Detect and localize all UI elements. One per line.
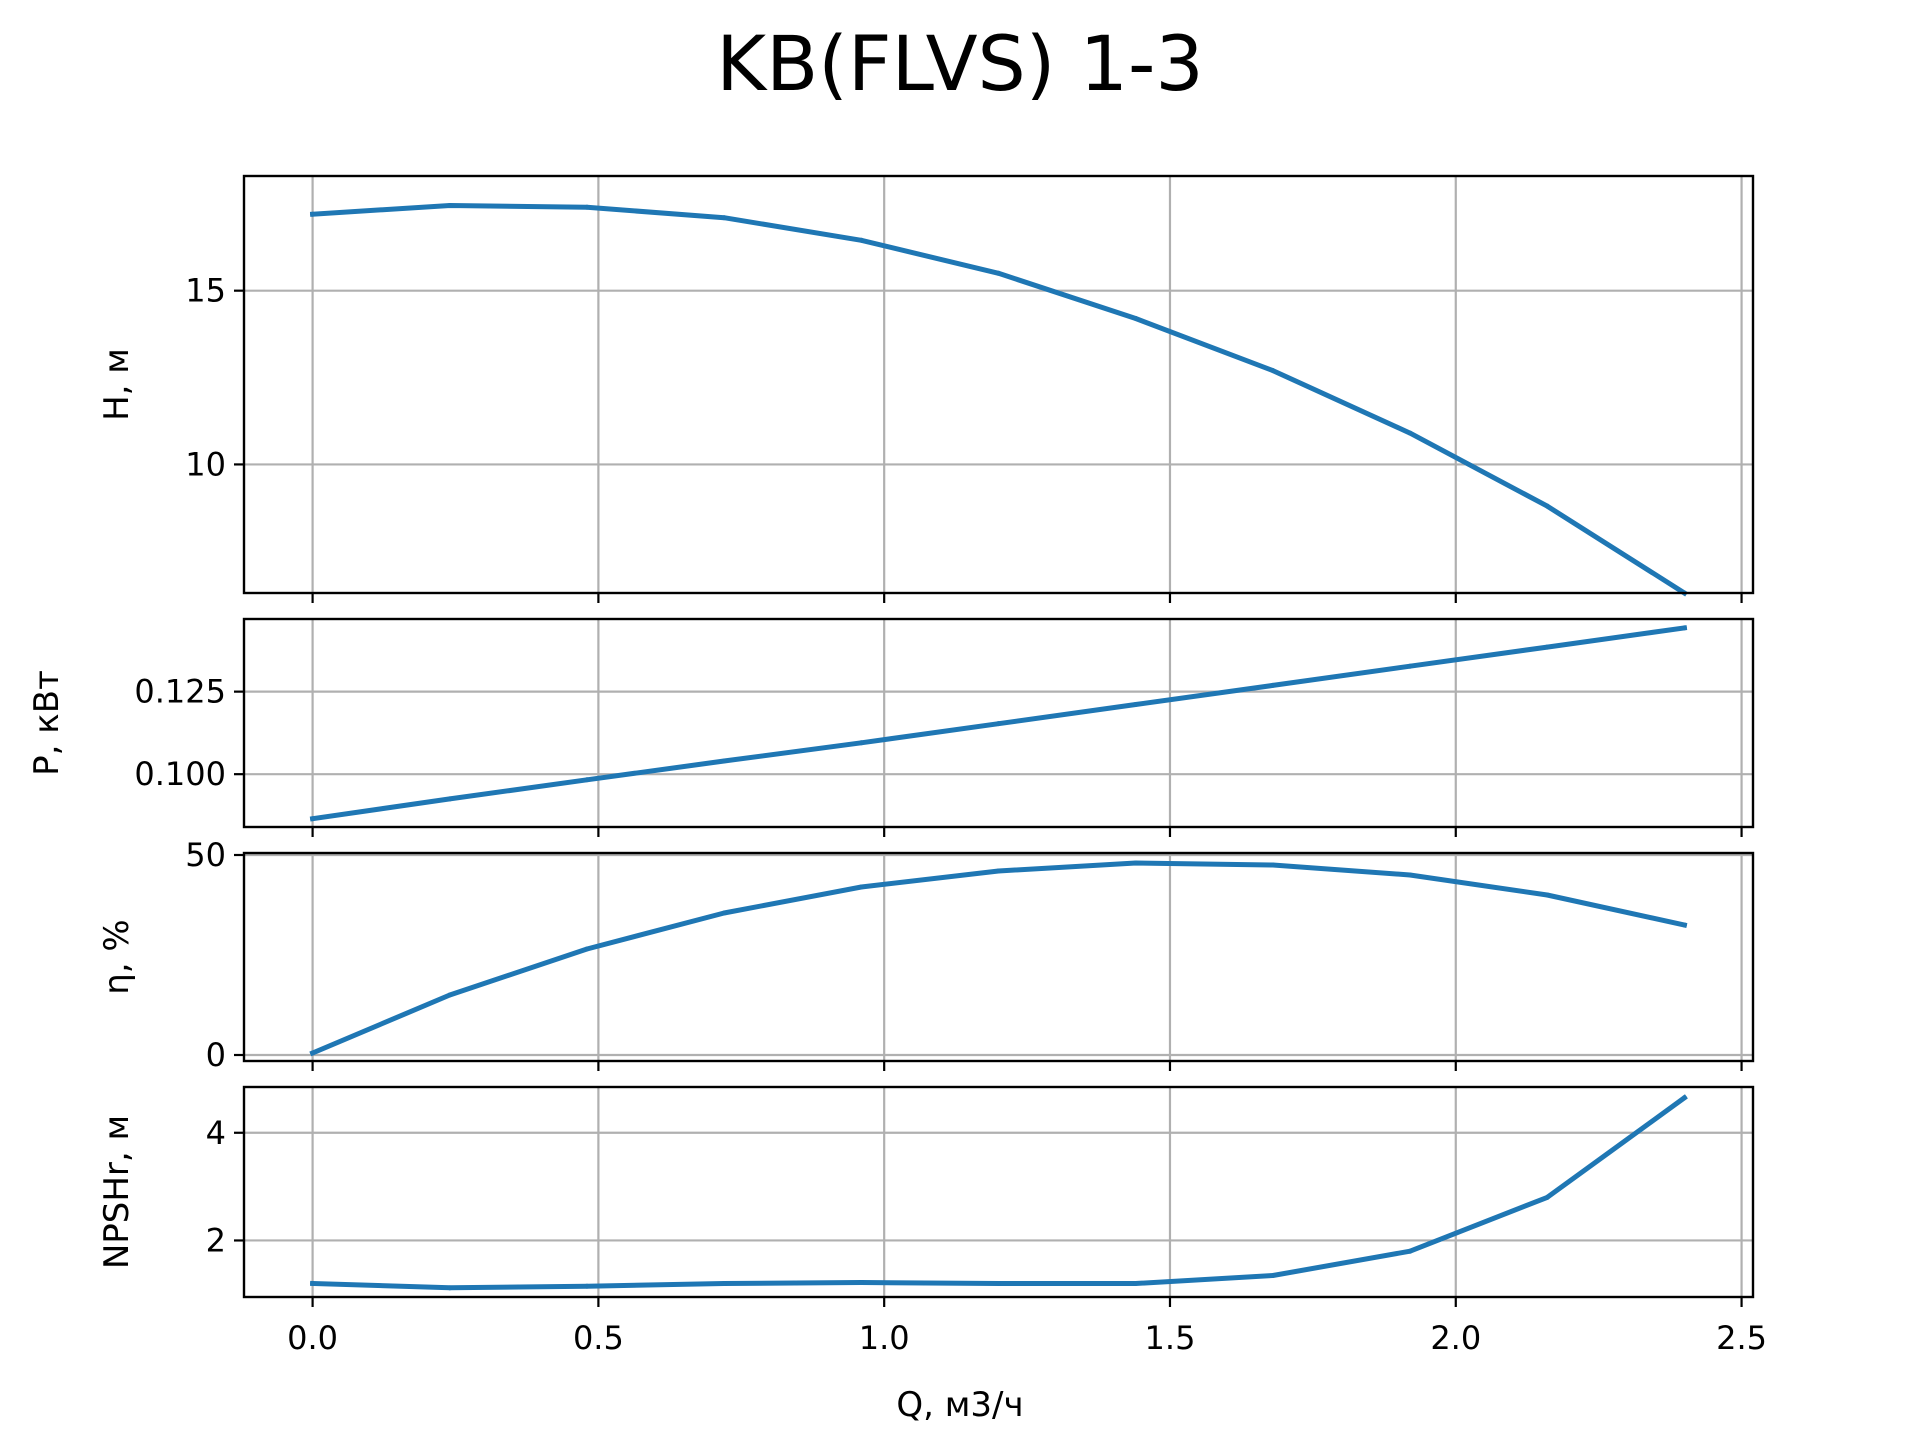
data-point	[584, 777, 590, 783]
data-point	[1681, 1095, 1687, 1101]
data-point	[1681, 922, 1687, 928]
data-point	[1544, 1194, 1550, 1200]
data-point	[1270, 1272, 1276, 1278]
series-line	[309, 860, 1688, 1057]
data-point	[1133, 1281, 1139, 1287]
data-point	[310, 1050, 316, 1056]
panel-frame	[242, 851, 1755, 1063]
panel-3: 0 50 η, %	[97, 836, 1755, 1074]
data-point	[996, 270, 1001, 276]
y-tick-label: 50	[185, 836, 226, 874]
x-tick-label: 1.5	[1145, 1319, 1196, 1357]
data-point	[1544, 503, 1550, 509]
data-point	[996, 868, 1001, 874]
data-point	[310, 211, 316, 217]
chart-title: KB(FLVS) 1-3	[716, 19, 1204, 108]
data-point	[1407, 663, 1413, 669]
data-point	[721, 910, 727, 916]
data-point	[584, 1283, 590, 1289]
y-axis-label: P, кВт	[27, 670, 67, 776]
y-axis-label: H, м	[97, 348, 137, 421]
data-point	[1133, 315, 1139, 321]
panel-2: 0.100 0.125 P, кВт	[27, 617, 1755, 837]
data-point	[447, 992, 453, 998]
data-point	[447, 796, 453, 802]
data-point	[447, 203, 453, 209]
x-tick-label: 0.0	[287, 1319, 338, 1357]
data-point	[721, 215, 727, 221]
panel-4: 0.0 0.5 1.0 1.5 2.0 2.5 2 4 NPSHr, м	[97, 1085, 1767, 1357]
data-point	[996, 721, 1001, 727]
panel-frame	[242, 617, 1755, 829]
data-point	[858, 884, 864, 890]
series-line	[309, 203, 1688, 597]
panel-frame	[242, 1085, 1755, 1299]
data-point	[1270, 368, 1276, 374]
series-line	[310, 1094, 1688, 1291]
x-tick-label: 2.5	[1716, 1319, 1767, 1357]
data-point	[584, 946, 590, 952]
chart-panels: 10 15 H, м 0.100 0.125 P, кВт 0 50 η, % 0.0 0.5 1.0…	[27, 174, 1767, 1357]
data-point	[1270, 682, 1276, 688]
x-tick-label: 2.0	[1430, 1319, 1481, 1357]
data-point	[310, 1281, 316, 1287]
y-tick-label: 0	[206, 1036, 226, 1074]
data-point	[1407, 872, 1413, 878]
panel-1: 10 15 H, м	[97, 174, 1755, 603]
y-tick-label: 15	[185, 272, 226, 310]
data-point	[1270, 862, 1276, 868]
data-point	[310, 816, 316, 822]
data-point	[721, 1281, 727, 1287]
x-axis-label: Q, м3/ч	[896, 1385, 1023, 1425]
data-point	[858, 740, 864, 746]
x-tick-label: 1.0	[859, 1319, 910, 1357]
data-point	[1133, 860, 1139, 866]
data-point	[858, 1279, 864, 1285]
data-point	[858, 237, 864, 243]
y-tick-label: 2	[206, 1221, 226, 1259]
data-point	[1681, 625, 1687, 631]
y-tick-label: 4	[206, 1114, 226, 1152]
data-point	[1133, 702, 1139, 708]
data-point	[584, 204, 590, 210]
y-tick-label: 10	[185, 445, 226, 483]
data-point	[1407, 1248, 1413, 1254]
data-point	[1407, 430, 1413, 436]
y-axis-label: η, %	[97, 919, 137, 994]
data-point	[1544, 892, 1550, 898]
data-point	[447, 1285, 453, 1291]
y-tick-label: 0.100	[134, 755, 226, 793]
data-point	[1544, 644, 1550, 650]
data-point	[996, 1281, 1001, 1287]
y-tick-label: 0.125	[134, 673, 226, 711]
data-point	[721, 758, 727, 764]
panel-frame	[242, 174, 1755, 595]
y-axis-label: NPSHr, м	[97, 1115, 137, 1269]
x-tick-label: 0.5	[573, 1319, 624, 1357]
